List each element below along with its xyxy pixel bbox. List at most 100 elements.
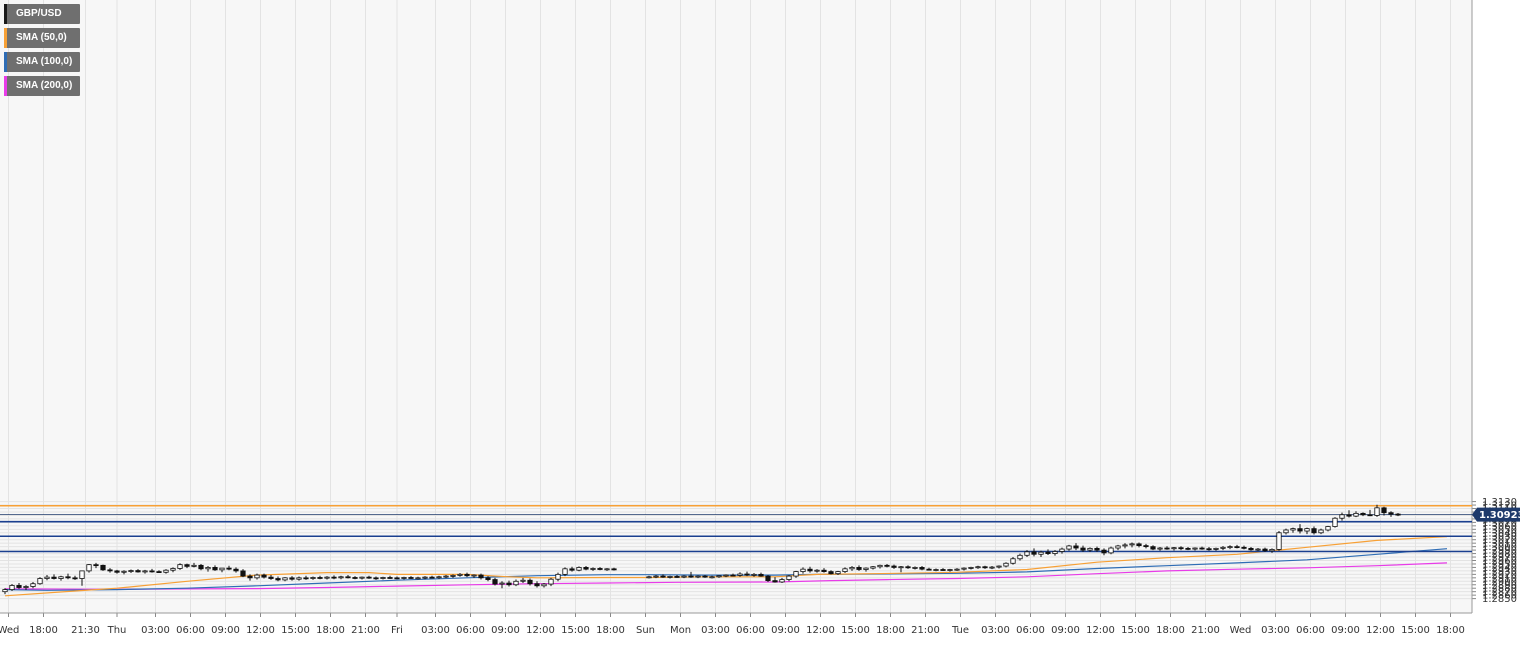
candle-body (870, 566, 876, 569)
y-tick-label: 1.3000 (1482, 542, 1517, 553)
candle-body (1024, 551, 1030, 556)
candle-body (597, 568, 603, 570)
candle-body (765, 575, 771, 581)
candle-body (247, 575, 253, 579)
y-tick-label: 1.3060 (1482, 521, 1517, 532)
candle-body (345, 576, 351, 579)
candle-body (51, 576, 57, 579)
x-tick-label: 12:00 (1366, 625, 1395, 636)
x-tick-label: 03:00 (1261, 625, 1290, 636)
candle-body (226, 567, 232, 570)
candle-body (1353, 512, 1359, 517)
candle-body (359, 576, 365, 579)
candle-body (884, 564, 890, 567)
candle-body (1276, 532, 1282, 550)
y-tick-label: 1.2900 (1482, 577, 1517, 588)
candle-body (317, 577, 323, 579)
candle-body (1192, 547, 1198, 550)
candle-body (534, 583, 540, 587)
x-tick-label: 06:00 (736, 625, 765, 636)
candle-body (1241, 546, 1247, 549)
x-tick-label: 18:00 (1436, 625, 1465, 636)
candle-body (1108, 547, 1114, 554)
current-price-tag (1472, 507, 1520, 522)
candle-body (562, 568, 568, 575)
legend-swatch (4, 28, 7, 48)
candle-body (1374, 507, 1380, 516)
x-tick-label: 15:00 (1121, 625, 1150, 636)
candle-body (429, 576, 435, 579)
candle-body (1136, 543, 1142, 546)
candle-body (2, 589, 8, 593)
candle-body (576, 567, 582, 571)
candle-body (1283, 529, 1289, 534)
x-tick-label: 15:00 (561, 625, 590, 636)
candle-body (387, 577, 393, 579)
y-tick-label: 1.2860 (1482, 591, 1517, 602)
candle-body (100, 564, 106, 571)
candle-body (212, 567, 218, 571)
legend-item[interactable]: SMA (100,0) (4, 52, 81, 72)
x-tick-label: Sun (636, 625, 655, 636)
candle-body (450, 574, 456, 577)
legend-item[interactable]: SMA (200,0) (4, 76, 81, 96)
candle-body (93, 564, 99, 567)
x-tick-label: 03:00 (421, 625, 450, 636)
x-tick-label: 06:00 (1296, 625, 1325, 636)
x-tick-label: Thu (107, 625, 127, 636)
y-tick-label: 1.2880 (1482, 584, 1517, 595)
candle-body (1248, 547, 1254, 551)
x-tick-label: 06:00 (456, 625, 485, 636)
candle-body (254, 574, 260, 579)
candle-body (114, 570, 120, 573)
candle-body (1143, 545, 1149, 548)
candle-body (79, 570, 85, 579)
candle-body (1297, 528, 1303, 532)
candle-body (1339, 514, 1345, 519)
candle-body (219, 567, 225, 571)
y-tick-label: 1.2950 (1482, 559, 1517, 570)
candle-body (1066, 545, 1072, 550)
candle-body (1003, 562, 1009, 567)
x-tick-label: 09:00 (771, 625, 800, 636)
legend-item[interactable]: SMA (50,0) (4, 28, 81, 48)
x-tick-label: 18:00 (596, 625, 625, 636)
candle-body (877, 564, 883, 568)
candle-body (653, 575, 659, 578)
candle-body (604, 568, 610, 571)
candle-body (380, 577, 386, 579)
candle-body (1164, 547, 1170, 550)
y-tick-label: 1.3050 (1482, 525, 1517, 536)
x-tick-label: 06:00 (1016, 625, 1045, 636)
candle-body (1157, 547, 1163, 550)
candle-body (324, 576, 330, 579)
legend-item[interactable]: GBP/USD (4, 4, 81, 24)
y-tick-label: 1.2870 (1482, 587, 1517, 598)
x-tick-label: 18:00 (316, 625, 345, 636)
candle-body (1185, 547, 1191, 550)
candle-body (772, 580, 778, 583)
candle-body (107, 569, 113, 572)
candle-body (835, 571, 841, 575)
candle-body (1031, 551, 1037, 555)
candle-body (695, 575, 701, 578)
current-price-label: 1.30923 (1479, 510, 1525, 521)
candle-body (9, 585, 15, 591)
candle-body (1171, 547, 1177, 550)
candle-body (674, 576, 680, 578)
candle-body (814, 569, 820, 572)
candle-body (898, 566, 904, 569)
x-tick-label: 21:00 (911, 625, 940, 636)
y-tick-label: 1.3010 (1482, 539, 1517, 550)
candle-body (408, 577, 414, 579)
y-tick-label: 1.2930 (1482, 566, 1517, 577)
candle-body (709, 576, 715, 579)
candle-body (611, 568, 617, 571)
x-tick-label: 12:00 (246, 625, 275, 636)
candle-body (989, 566, 995, 569)
candle-body (590, 568, 596, 570)
candle-body (569, 568, 575, 571)
candle-body (842, 568, 848, 572)
candle-body (373, 577, 379, 580)
